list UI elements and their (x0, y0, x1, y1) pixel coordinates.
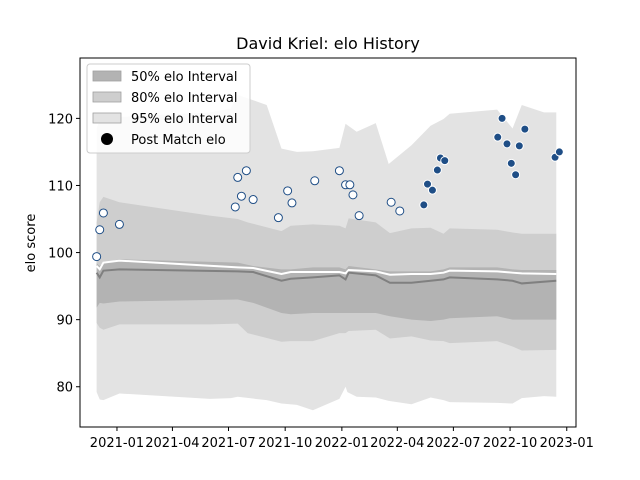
post-match-point (386, 197, 396, 207)
x-tick-label: 2021-07 (201, 436, 255, 451)
legend-marker (101, 133, 113, 145)
x-tick-label: 2021-10 (258, 436, 312, 451)
y-tick-label: 110 (48, 179, 73, 194)
legend-box (86, 63, 251, 154)
post-match-point (514, 141, 524, 151)
post-match-point (310, 176, 320, 186)
plot-area (92, 94, 564, 411)
post-match-point (440, 156, 450, 166)
post-match-point (248, 195, 258, 205)
x-tick-label: 2022-07 (426, 436, 480, 451)
post-match-point (348, 190, 358, 200)
x-tick-label: 2021-01 (90, 436, 144, 451)
legend-label: 50% elo Interval (131, 70, 238, 85)
legend-label: 95% elo Interval (131, 112, 238, 127)
post-match-point (230, 202, 240, 212)
axes: 80 90 100 110 120 2021-01 2021-04 2021-07 2021-1… (48, 57, 594, 451)
x-tick-label: 2021-04 (145, 436, 199, 451)
y-tick-label: 90 (56, 314, 73, 329)
post-match-point (233, 172, 243, 182)
post-match-point (506, 158, 516, 168)
post-match-point (554, 147, 564, 157)
post-match-point (283, 186, 293, 196)
band-50-fill (96, 259, 557, 321)
post-match-point (493, 132, 503, 142)
x-tick-label: 2023-01 (540, 436, 594, 451)
post-match-point (502, 139, 512, 149)
post-match-point (427, 185, 437, 195)
legend-swatch (92, 70, 122, 82)
post-match-point (419, 200, 429, 210)
median-line (95, 268, 557, 285)
post-match-point (511, 170, 521, 180)
x-tick-label: 2022-04 (370, 436, 424, 451)
post-match-point (345, 180, 355, 190)
post-match-point (432, 165, 442, 175)
post-match-point (98, 208, 108, 218)
x-tick-label: 2022-10 (483, 436, 537, 451)
post-match-point (241, 166, 251, 176)
y-tick-label: 80 (56, 381, 73, 396)
legend: 50% elo Interval 80% elo Interval 95% elo … (86, 63, 251, 154)
chart-title: David Kriel: elo History (236, 34, 420, 53)
plot-frame (79, 57, 577, 428)
post-match-point (497, 113, 507, 123)
y-axis-label: elo score (24, 214, 39, 273)
mean-line (95, 259, 557, 276)
legend-swatch (92, 91, 122, 103)
x-tick-label: 2022-01 (315, 436, 369, 451)
post-match-point (520, 124, 530, 134)
post-match-point (114, 219, 124, 229)
y-tick-label: 120 (48, 112, 73, 127)
legend-label: 80% elo Interval (131, 91, 238, 106)
post-match-point (273, 213, 283, 223)
post-match-point (395, 206, 405, 216)
legend-swatch (92, 112, 122, 124)
post-match-point (423, 179, 433, 189)
legend-label: Post Match elo (131, 133, 226, 148)
post-match-point (92, 252, 102, 262)
post-match-point (334, 166, 344, 176)
y-tick-label: 100 (48, 247, 73, 262)
post-match-point (95, 225, 105, 235)
post-match-point (354, 211, 364, 221)
post-match-point (236, 191, 246, 201)
post-match-point (287, 198, 297, 208)
